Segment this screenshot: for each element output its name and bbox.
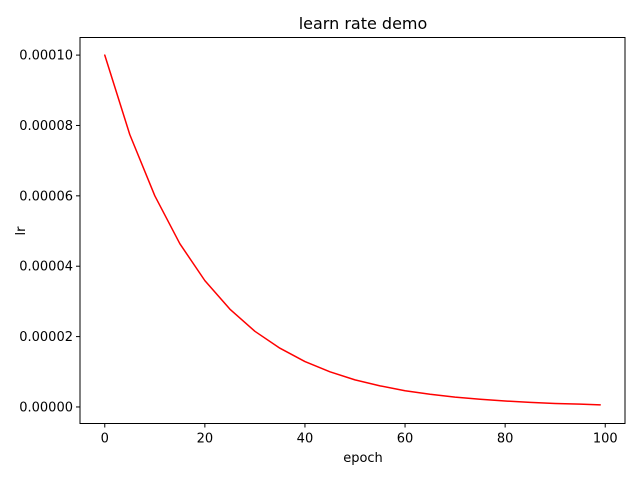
- y-axis-label: lr: [14, 226, 29, 236]
- y-tick-label: 0.00000: [19, 400, 73, 415]
- y-tick-label: 0.00002: [19, 330, 73, 345]
- x-tick-label: 100: [593, 432, 618, 447]
- y-axis: 0.00000 0.00002 0.00004 0.00006 0.00008 0.000…: [19, 49, 80, 415]
- plot-frame: [79, 37, 626, 424]
- x-tick-label: 20: [197, 432, 214, 447]
- y-tick-label: 0.00006: [19, 189, 73, 204]
- x-tick-label: 80: [497, 432, 514, 447]
- chart-title: learn rate demo: [299, 14, 428, 33]
- y-tick-label: 0.00008: [19, 119, 73, 134]
- plot-content: [104, 54, 601, 406]
- x-tick-label: 60: [397, 432, 414, 447]
- y-tick-label: 0.00010: [19, 49, 73, 64]
- x-axis-label: epoch: [343, 451, 383, 466]
- series-line-0: [104, 54, 601, 406]
- x-tick-label: 0: [101, 432, 109, 447]
- y-tick-label: 0.00004: [19, 260, 73, 275]
- x-tick-label: 40: [297, 432, 314, 447]
- x-axis: 0 20 40 60 80 100: [101, 423, 618, 447]
